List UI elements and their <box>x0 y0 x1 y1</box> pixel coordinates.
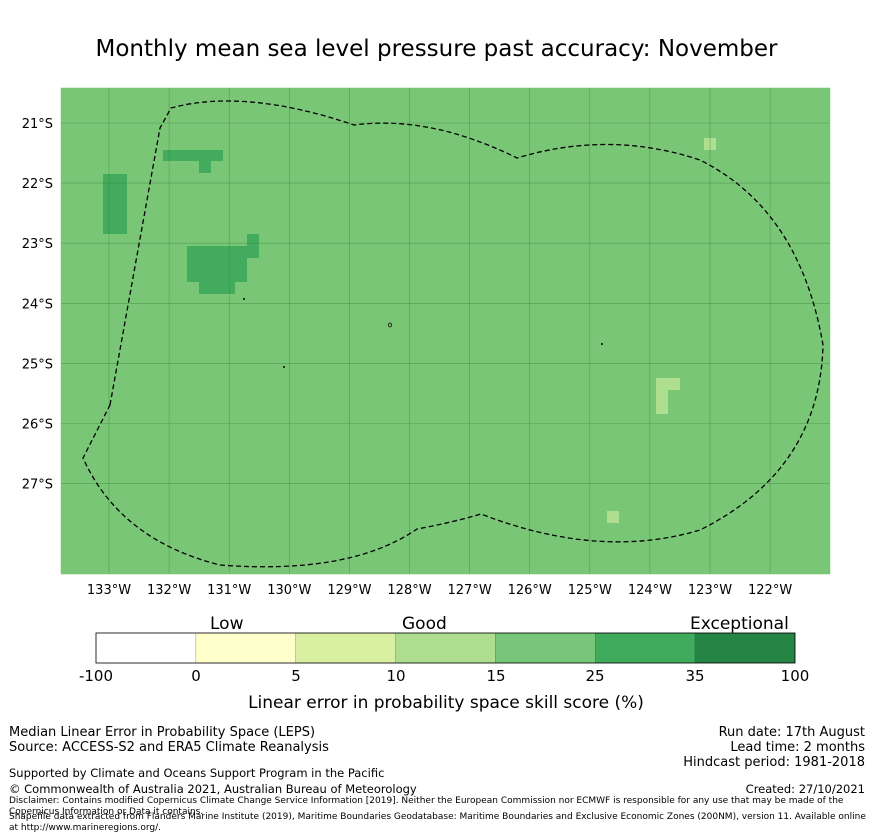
island <box>242 297 245 300</box>
category-exceptional: Exceptional <box>690 614 789 634</box>
map-area <box>61 88 830 574</box>
footer-supported: Supported by Climate and Oceans Support … <box>9 766 385 780</box>
eez-boundary <box>82 100 824 568</box>
footer-source: Source: ACCESS-S2 and ERA5 Climate Reana… <box>9 740 329 755</box>
footer-method: Median Linear Error in Probability Space… <box>9 725 316 740</box>
map-cell <box>656 390 668 414</box>
island <box>388 322 392 328</box>
category-good: Good <box>402 614 447 634</box>
colorbar-segment <box>195 632 297 664</box>
y-tick-label: 24°S <box>22 297 53 312</box>
footer-run-date: Run date: 17th August <box>718 725 865 740</box>
x-tick-label: 122°W <box>748 583 792 598</box>
colorbar-segment <box>594 632 696 664</box>
colorbar-tick: 5 <box>291 667 301 685</box>
colorbar-label: Linear error in probability space skill … <box>248 693 644 713</box>
colorbar-segment <box>395 632 496 664</box>
footer-lead-time: Lead time: 2 months <box>730 740 865 755</box>
y-tick-label: 22°S <box>22 177 53 192</box>
footer-hindcast: Hindcast period: 1981-2018 <box>683 755 865 770</box>
map-cell <box>607 511 619 523</box>
footer-created: Created: 27/10/2021 <box>745 782 865 796</box>
map-cell <box>187 246 247 282</box>
map-cell <box>656 378 680 390</box>
x-tick-label: 125°W <box>568 583 612 598</box>
colorbar-segment <box>495 632 596 664</box>
y-tick-label: 23°S <box>22 237 53 252</box>
footer-shapefile: Shapefile data extracted from Flanders M… <box>9 812 866 833</box>
colorbar-tick: 35 <box>685 667 705 685</box>
x-tick-label: 133°W <box>87 583 131 598</box>
y-tick-label: 26°S <box>22 418 53 433</box>
map-cell <box>247 234 259 258</box>
footer-disclaimer: Disclaimer: Contains modified Copernicus… <box>9 796 844 817</box>
y-tick-label: 21°S <box>22 117 53 132</box>
y-tick-label: 27°S <box>22 478 53 493</box>
colorbar-tick: 15 <box>486 667 506 685</box>
x-tick-label: 129°W <box>327 583 371 598</box>
x-tick-label: 131°W <box>207 583 251 598</box>
x-tick-label: 124°W <box>628 583 672 598</box>
chart-title: Monthly mean sea level pressure past acc… <box>95 36 778 62</box>
island <box>601 342 604 345</box>
colorbar-segment <box>95 632 197 664</box>
map-cell <box>163 150 223 161</box>
x-tick-label: 130°W <box>267 583 311 598</box>
colorbar-tick: 10 <box>386 667 406 685</box>
x-tick-label: 123°W <box>688 583 732 598</box>
x-tick-label: 127°W <box>448 583 492 598</box>
map-cell <box>103 174 127 234</box>
colorbar-tick: 100 <box>780 667 810 685</box>
island <box>282 365 285 368</box>
y-tick-label: 25°S <box>22 357 53 372</box>
x-tick-label: 126°W <box>508 583 552 598</box>
map-cell <box>199 161 211 173</box>
x-tick-label: 132°W <box>147 583 191 598</box>
map-frame <box>60 87 831 575</box>
colorbar-tick: 25 <box>585 667 605 685</box>
category-low: Low <box>210 614 244 634</box>
colorbar-tick: 0 <box>191 667 201 685</box>
x-tick-label: 128°W <box>387 583 431 598</box>
colorbar-segment <box>694 632 796 664</box>
colorbar-segment <box>295 632 396 664</box>
colorbar-frame <box>95 632 796 664</box>
footer-copyright: © Commonwealth of Australia 2021, Austra… <box>9 782 417 796</box>
colorbar-tick: -100 <box>78 667 114 685</box>
map-cell <box>199 282 235 294</box>
